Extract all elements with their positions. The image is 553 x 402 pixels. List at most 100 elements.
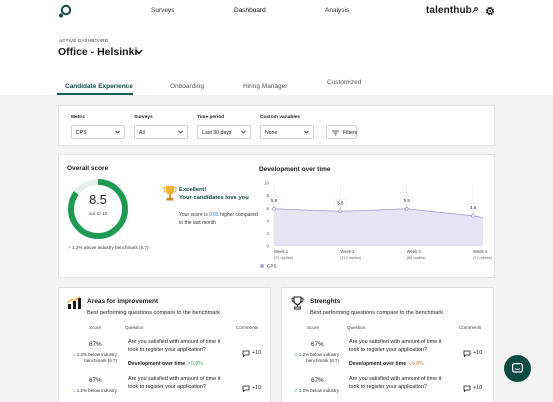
metric-label: Metric [71, 115, 86, 120]
row-question[interactable]: Are you satisfied with amount of time it… [349, 376, 442, 390]
tab-onboarding[interactable]: Onboarding [170, 83, 204, 90]
y-tick-label: 10 [264, 181, 269, 186]
comment-icon[interactable] [463, 350, 471, 357]
trend-up-icon: ↗ [293, 388, 298, 393]
comparison-suffix: higher compared to the last month [179, 212, 258, 226]
row-development: Development over time ↘0.8% [349, 361, 424, 367]
time-period-label: Time period [197, 115, 225, 120]
x-tick-label: Week 4 [473, 249, 488, 254]
row-comments[interactable]: +10 [252, 385, 262, 391]
gear-icon[interactable] [485, 6, 495, 16]
nav-analysis[interactable]: Analysis [325, 7, 350, 14]
row-question[interactable]: Are you satisfied with amount of time it… [128, 339, 221, 353]
row-bench-line1: below industry [88, 352, 117, 357]
custom-variables-label: Custom variables [260, 115, 300, 120]
col-question: Question [347, 325, 366, 330]
surveys-select[interactable]: All [134, 125, 188, 139]
comment-icon[interactable] [463, 385, 471, 392]
score-ring-arc [68, 179, 128, 239]
row-delta: 1.2% [76, 388, 87, 393]
time-period-value: Last 30 days [202, 130, 232, 136]
x-tick-sublabel: (77 replies) [473, 256, 493, 260]
data-point [404, 206, 409, 211]
row-benchmark: ↘ 1.2% below industry benchmark (6.7) [61, 352, 117, 364]
legend-swatch [260, 264, 264, 268]
trend-down-icon: ↘ [407, 361, 412, 367]
time-period-select[interactable]: Last 30 days [197, 125, 251, 139]
y-tick-label: 2 [267, 231, 270, 236]
trend-down-icon: ↘ [71, 352, 76, 357]
row-score: 67% [311, 341, 324, 348]
surveys-value: All [139, 130, 145, 136]
y-tick-label: 6 [267, 206, 270, 211]
improvement-title: Areas for improvement [87, 298, 159, 305]
trend-up-icon: ↗ [186, 361, 191, 367]
row-bench-line1: below industry [310, 388, 339, 393]
row-benchmark: ↘ 1.2% below industry [61, 388, 117, 394]
chevron-down-icon [304, 130, 309, 134]
metric-value: CPS [76, 130, 87, 136]
tab-candidate-experience[interactable]: Candidate Experience [65, 83, 133, 90]
row-question[interactable]: Are you satisfied with amount of time it… [128, 376, 221, 390]
y-tick-label: 4 [267, 218, 270, 223]
page-title[interactable]: Office - Helsinki [58, 46, 138, 58]
data-label-box [334, 199, 347, 207]
comment-icon[interactable] [242, 385, 250, 392]
tab-hiring-manager[interactable]: Hiring Manager [243, 83, 288, 90]
row-bench-line1: below industry [310, 352, 339, 357]
development-chart: Development over time 10 8 6 4 2 0 5.9 5.5 5.9 4.8… [259, 166, 493, 269]
filters-button-label: Filters [343, 130, 358, 136]
benchmark-text: ↗ 1.2% above industry benchmark (6.7) [67, 245, 149, 251]
data-label: 5.9 [404, 198, 411, 203]
row-delta: 1.2% [76, 352, 87, 357]
surveys-label: Surveys [134, 115, 153, 120]
row-delta: 1.2% [298, 388, 309, 393]
row-comments[interactable]: +10 [252, 350, 262, 356]
col-question: Question [125, 325, 144, 330]
row-question[interactable]: Are you satisfied with amount of time it… [349, 339, 442, 353]
row-bench-line2: benchmark (6.7) [306, 358, 339, 363]
improvement-card: Areas for improvement Best performing qu… [58, 287, 271, 402]
row-score: 67% [89, 341, 102, 348]
trophy-icon [163, 186, 177, 201]
custom-variables-select[interactable]: None [260, 125, 314, 139]
overall-score-card: Overall score 8.5 out of 10 ↗ 1.2% above… [58, 154, 495, 278]
comparison-prefix: Your score is [179, 212, 210, 218]
nav-bar: Surveys Dashboard Analysis talenthub [0, 0, 553, 24]
x-tick-sublabel: (21 replies) [274, 256, 294, 260]
nav-surveys[interactable]: Surveys [151, 7, 175, 14]
strengths-desc: Best performing questions compare to the… [310, 310, 444, 316]
dev-value: 0.8% [411, 361, 424, 367]
row-benchmark: ↗ 1.2% below industry benchmark (6.7) [282, 352, 339, 364]
comment-icon[interactable] [242, 350, 250, 357]
logo-icon[interactable] [58, 4, 72, 18]
trophy-outline-icon [291, 296, 304, 310]
benchmark-label: above industry benchmark (6.7) [83, 245, 149, 250]
nav-dashboard[interactable]: Dashboard [234, 7, 266, 14]
metric-select[interactable]: CPS [71, 125, 125, 139]
filters-button[interactable]: Filters [326, 125, 357, 139]
row-score: 67% [89, 377, 102, 384]
chat-button[interactable] [504, 355, 531, 382]
x-tick-label: Week 3 [407, 249, 422, 254]
score-value: 8.5 [89, 193, 107, 207]
row-comments[interactable]: +10 [473, 385, 483, 391]
data-label: 4.8 [470, 205, 477, 210]
benchmark-delta: 1.2% [72, 245, 83, 250]
row-comments[interactable]: +10 [473, 350, 483, 356]
x-tick-sublabel: (88 replies) [407, 256, 427, 260]
data-point [338, 209, 343, 214]
x-tick-label: Week 1 [274, 249, 289, 254]
tab-customized[interactable]: Customized [327, 79, 362, 86]
filter-bar: Metric CPS Surveys All Time period Last … [58, 105, 495, 146]
x-tick-label: Week 2 [340, 249, 355, 254]
comparison-highlight: 0.05 [209, 212, 219, 218]
chevron-down-icon[interactable] [135, 49, 143, 55]
dev-label: Development over time [349, 361, 407, 367]
trend-up-icon: ↗ [67, 245, 71, 250]
dev-label: Development over time [128, 361, 186, 367]
col-score: Score [307, 325, 320, 330]
row-bench-line1: below industry [88, 388, 117, 393]
row-benchmark: ↗ 1.2% below industry [282, 388, 339, 394]
chevron-down-icon [178, 130, 183, 134]
